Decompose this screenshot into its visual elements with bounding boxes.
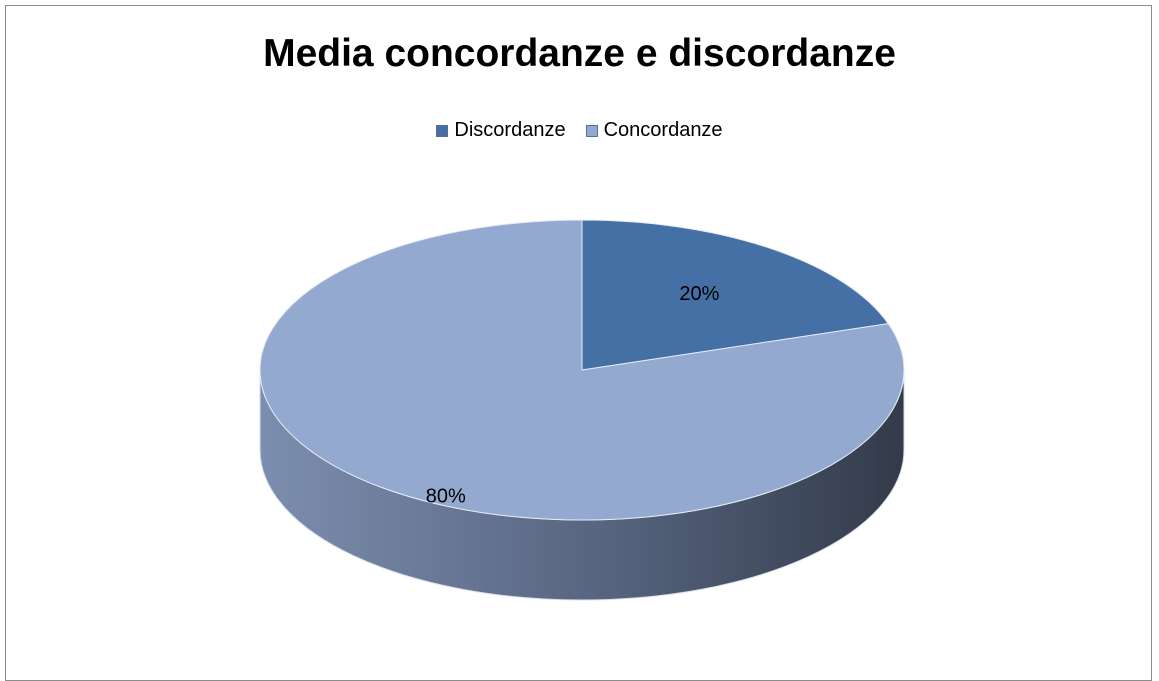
chart-title: Media concordanze e discordanze (263, 32, 896, 75)
legend-swatch-concordanze (585, 124, 598, 137)
legend-label-discordanze: Discordanze (454, 119, 566, 141)
pie-slice-discordanze (581, 219, 890, 371)
legend-item-concordanze: Concordanze (585, 119, 723, 142)
legend-item-discordanze: Discordanze (436, 119, 566, 142)
legend: Discordanze Concordanze (0, 119, 1159, 142)
pie-label-concordanze: 80% (426, 486, 466, 508)
legend-label-concordanze: Concordanze (603, 119, 723, 141)
legend-swatch-discordanze (436, 124, 449, 137)
pie-label-discordanze: 20% (679, 283, 719, 305)
pie-slice-concordanze (259, 219, 905, 521)
